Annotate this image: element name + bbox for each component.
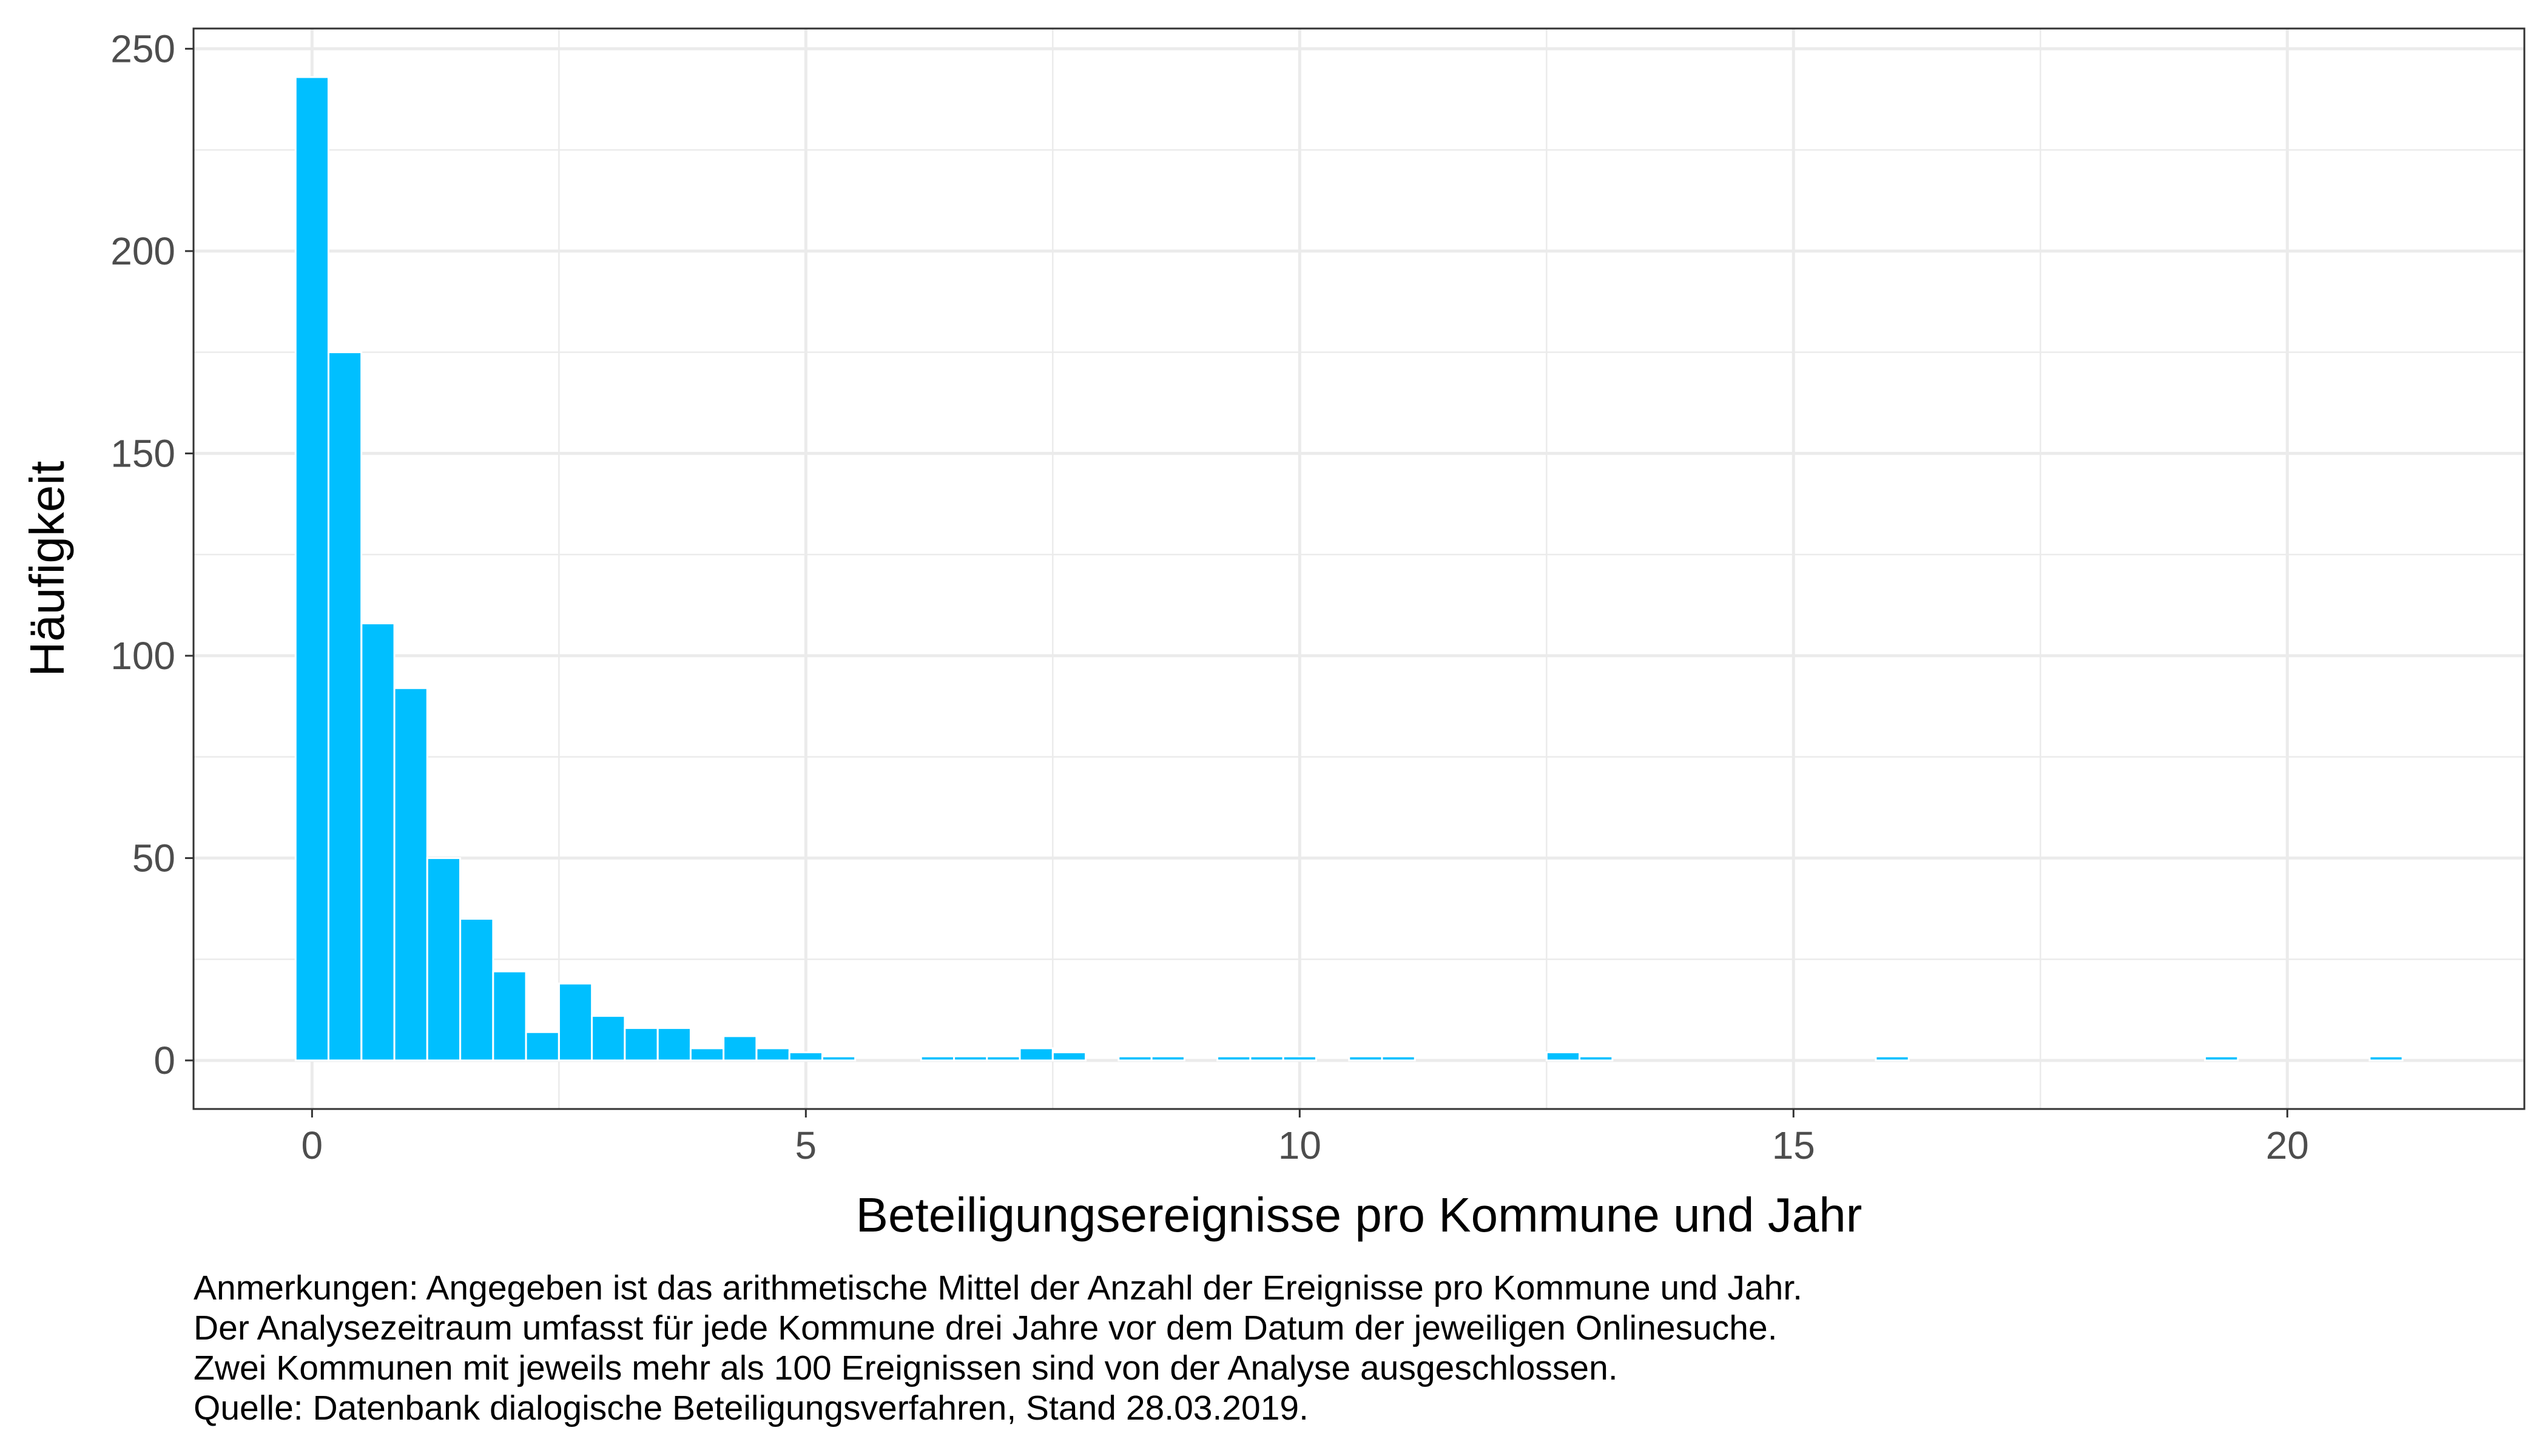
x-tick-label: 10 [1278, 1124, 1321, 1167]
y-tick-label: 100 [110, 634, 175, 678]
histogram-bar [327, 351, 363, 1062]
y-tick-label: 200 [110, 229, 175, 273]
histogram-bar [1117, 1055, 1153, 1062]
histogram-bar [1216, 1055, 1252, 1062]
x-tick-label: 5 [795, 1124, 817, 1167]
histogram-bar [1381, 1055, 1416, 1062]
histogram-bar [689, 1047, 725, 1062]
y-tick-label: 150 [110, 431, 175, 475]
note-line-period: Der Analysezeitraum umfasst für jede Kom… [194, 1309, 1778, 1347]
x-tick-label: 15 [1772, 1124, 1815, 1167]
histogram-bar [953, 1055, 988, 1062]
y-tick-label: 250 [110, 27, 175, 70]
histogram-bar [426, 857, 461, 1062]
histogram-bar [1019, 1047, 1054, 1062]
histogram-bar [558, 982, 593, 1062]
chart-notes: Anmerkungen: Angegeben ist das arithmeti… [194, 1268, 2378, 1428]
histogram-bar [591, 1015, 626, 1062]
plot-panel-border [192, 27, 2526, 1110]
histogram-bar [2204, 1055, 2239, 1062]
histogram-bar [1249, 1055, 1284, 1062]
histogram-bar [360, 622, 396, 1062]
histogram-bar [294, 76, 329, 1062]
x-axis-title: Beteiligungsereignisse pro Kommune und J… [856, 1188, 1862, 1242]
histogram-bar [788, 1051, 823, 1062]
histogram-bars [294, 76, 2404, 1062]
histogram-bar [459, 917, 494, 1062]
histogram-bar [656, 1027, 692, 1062]
y-axis-title: Häufigkeit [20, 461, 74, 677]
histogram-bar [492, 970, 527, 1062]
histogram-bar [1875, 1055, 1910, 1062]
x-tick-label: 0 [302, 1124, 323, 1167]
histogram-bar [1282, 1055, 1317, 1062]
histogram-bar [525, 1031, 560, 1062]
histogram-bar [723, 1035, 758, 1062]
histogram-bar [821, 1055, 857, 1062]
y-tick-label: 50 [132, 836, 175, 880]
histogram-bar [920, 1055, 955, 1062]
y-tick-label: 0 [153, 1039, 175, 1082]
histogram-bar [755, 1047, 790, 1062]
histogram-bar [393, 687, 428, 1062]
histogram-bar [986, 1055, 1021, 1062]
note-line-exclusion: Zwei Kommunen mit jeweils mehr als 100 E… [194, 1349, 1618, 1387]
histogram-bar [1150, 1055, 1185, 1062]
histogram-bar [624, 1027, 659, 1062]
histogram-bar [1545, 1051, 1581, 1062]
histogram-bar [1579, 1055, 1614, 1062]
histogram-bar [2368, 1055, 2404, 1062]
histogram-bar [1348, 1055, 1383, 1062]
x-tick-label: 20 [2266, 1124, 2309, 1167]
note-line-source: Quelle: Datenbank dialogische Beteiligun… [194, 1389, 1309, 1427]
histogram-bar [1051, 1051, 1087, 1062]
grid-lines [194, 29, 2524, 1109]
note-line-remarks: Anmerkungen: Angegeben ist das arithmeti… [194, 1269, 1803, 1307]
